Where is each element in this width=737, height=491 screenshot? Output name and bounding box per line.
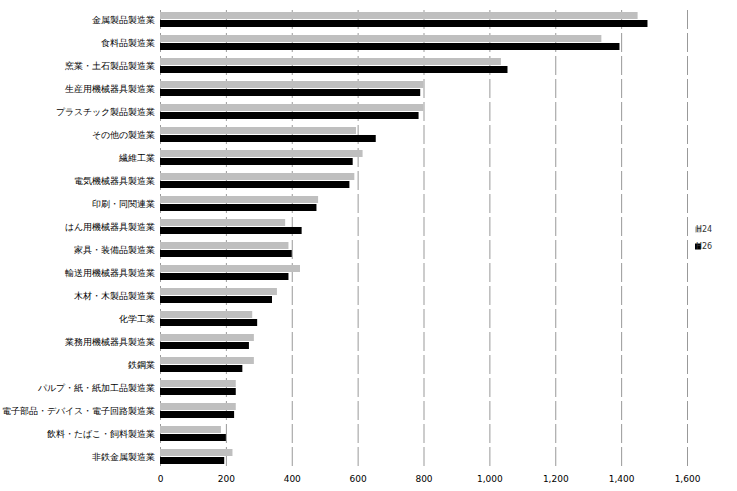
svg-text:800: 800 [415,474,432,484]
svg-text:はん用機械器具製造業: はん用機械器具製造業 [65,222,155,232]
svg-text:家具・装備品製造業: 家具・装備品製造業 [74,245,155,255]
svg-text:H24: H24 [696,225,712,234]
svg-text:200: 200 [218,474,235,484]
svg-text:0: 0 [158,474,164,484]
svg-text:飲料・たばこ・飼料製造業: 飲料・たばこ・飼料製造業 [47,429,155,439]
svg-text:食料品製造業: 食料品製造業 [101,38,155,48]
svg-text:鉄鋼業: 鉄鋼業 [128,360,155,370]
svg-text:パルプ・紙・紙加工品製造業: パルプ・紙・紙加工品製造業 [37,383,155,393]
svg-text:生産用機械器具製造業: 生産用機械器具製造業 [65,84,155,94]
svg-text:電気機械器具製造業: 電気機械器具製造業 [74,176,155,186]
svg-text:輸送用機械器具製造業: 輸送用機械器具製造業 [65,268,155,278]
svg-text:業務用機械器具製造業: 業務用機械器具製造業 [65,337,155,347]
svg-text:繊維工業: 繊維工業 [118,153,155,163]
svg-text:1,200: 1,200 [543,474,569,484]
svg-text:その他の製造業: その他の製造業 [92,130,155,140]
svg-text:窯業・土石製品製造業: 窯業・土石製品製造業 [65,61,155,71]
svg-text:非鉄金属製造業: 非鉄金属製造業 [92,452,155,462]
svg-text:1,000: 1,000 [477,474,503,484]
svg-text:400: 400 [284,474,301,484]
svg-text:印刷・同関連業: 印刷・同関連業 [92,199,155,209]
svg-text:金属製品製造業: 金属製品製造業 [92,15,155,25]
svg-text:H26: H26 [696,242,712,251]
svg-text:プラスチック製品製造業: プラスチック製品製造業 [56,107,155,117]
svg-text:電子部品・デバイス・電子回路製造業: 電子部品・デバイス・電子回路製造業 [2,406,155,416]
svg-text:1,400: 1,400 [609,474,635,484]
svg-text:木材・木製品製造業: 木材・木製品製造業 [74,291,155,301]
svg-text:600: 600 [350,474,367,484]
svg-text:化学工業: 化学工業 [119,314,155,324]
svg-text:1,600: 1,600 [675,474,701,484]
